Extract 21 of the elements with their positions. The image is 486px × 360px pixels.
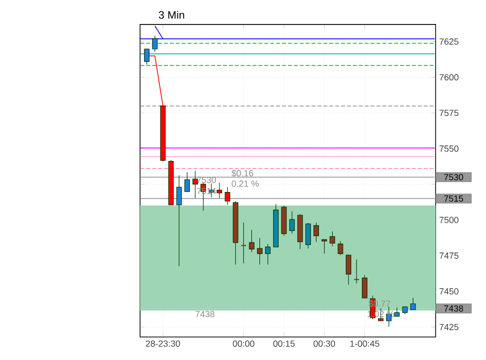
x-tick-label: 28-23:30 [146, 340, 180, 347]
x-tick-label: 00:15 [273, 340, 295, 347]
y-tick-label: 7550 [440, 145, 458, 152]
annotation: 7514 [197, 188, 216, 194]
annotation: 7438 [196, 310, 214, 318]
annotation: 0.21 % [232, 180, 259, 187]
annotation: $0.16 [232, 170, 254, 177]
y-tick-label: 7450 [440, 288, 458, 294]
ref-line-label: 7530 [444, 174, 464, 180]
x-tick-label: 00:30 [314, 340, 336, 347]
chart-title: 3 Min [158, 10, 184, 19]
y-tick-label: 7575 [440, 110, 458, 116]
y-tick-label: 7625 [440, 38, 458, 45]
y-tick-label: 7475 [440, 252, 458, 259]
x-tick-label: 1-00:45 [350, 340, 380, 347]
y-tick-label: 7600 [440, 74, 458, 80]
y-tick-label: 7425 [440, 324, 458, 330]
ref-line-label: 7438 [444, 305, 464, 312]
x-tick-label: 00:00 [232, 340, 254, 347]
ref-line-label: 7515 [444, 195, 464, 202]
y-tick-label: 7500 [440, 216, 458, 224]
